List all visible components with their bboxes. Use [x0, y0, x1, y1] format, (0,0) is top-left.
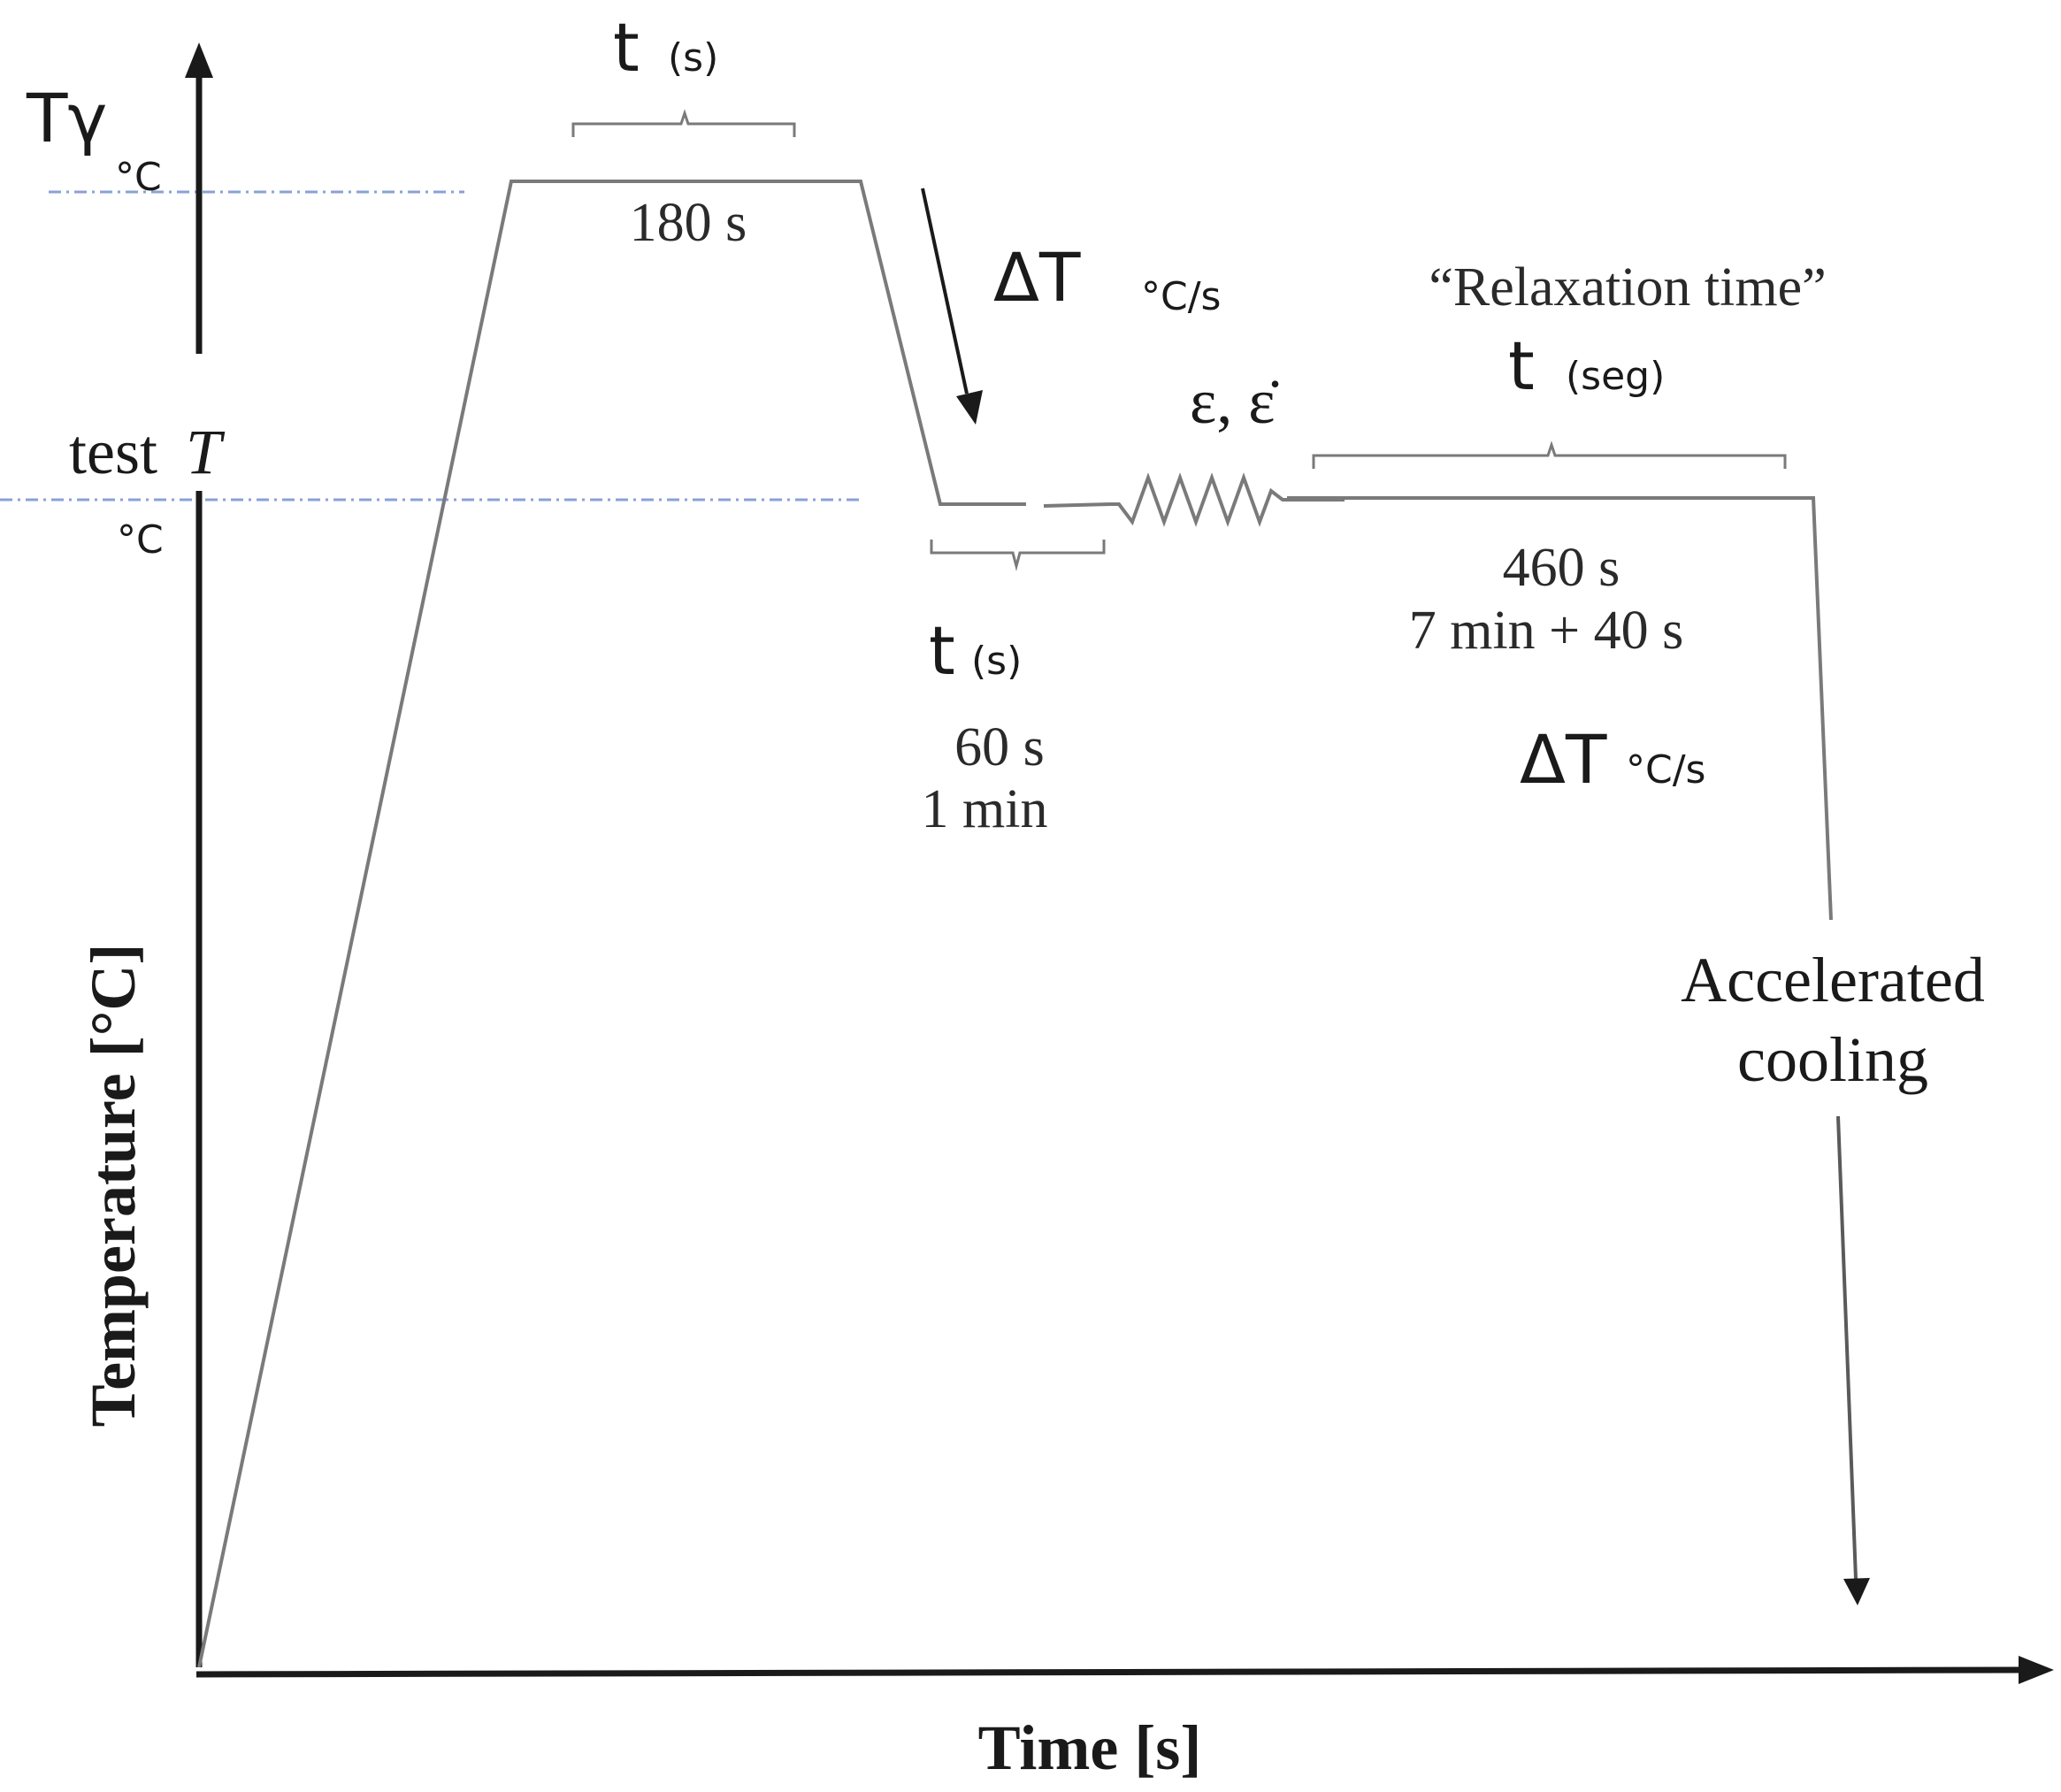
accelerated-cooling-label-line1: Accelerated: [1681, 945, 1985, 1015]
soak-time-brace: [571, 109, 796, 137]
svg-text:t: t: [1508, 326, 1535, 405]
final-cooling-rate-label: ΔT °C/s: [1520, 720, 1705, 799]
strain-rate-label: ε, ε̇: [1190, 366, 1278, 437]
accelerated-cooling-arrow: [1836, 1115, 1870, 1605]
svg-text:°C/s: °C/s: [1141, 274, 1221, 319]
svg-text:°C/s: °C/s: [1626, 747, 1705, 793]
svg-text:t: t: [613, 8, 640, 87]
x-axis-title: Time [s]: [978, 1712, 1202, 1783]
svg-text:ΔT: ΔT: [993, 238, 1081, 317]
hold-time-label: t (s): [929, 611, 1022, 690]
svg-text:°C: °C: [117, 517, 164, 563]
svg-text:(s): (s): [668, 35, 718, 80]
cooling-rate-label: ΔT °C/s: [993, 238, 1221, 319]
x-axis: [195, 1656, 2054, 1684]
relaxation-duration-seconds: 460 s: [1503, 538, 1620, 598]
svg-text:(seg): (seg): [1566, 354, 1665, 399]
accelerated-cooling-label-line2: cooling: [1737, 1024, 1928, 1095]
svg-text:t: t: [929, 611, 955, 690]
relaxation-time-label: t (seg): [1508, 326, 1665, 405]
svg-text:test: test: [69, 417, 157, 487]
svg-text:°C: °C: [115, 155, 162, 200]
thermal-cycle-profile: [197, 180, 1833, 1668]
y-axis: [185, 42, 213, 1667]
hold-duration-minutes: 1 min: [922, 779, 1048, 839]
hold-time-brace: [930, 540, 1106, 571]
svg-text:T: T: [186, 417, 226, 487]
cooling-rate-arrow: [921, 188, 983, 425]
austenitizing-temperature-label: Tγ °C: [26, 79, 162, 200]
soak-time-label: t (s): [613, 8, 718, 87]
test-temperature-label: test T °C: [69, 417, 226, 563]
svg-text:(s): (s): [971, 639, 1022, 684]
hold-duration-seconds: 60 s: [954, 717, 1045, 777]
relaxation-duration-minutes: 7 min + 40 s: [1409, 601, 1684, 661]
svg-text:Tγ: Tγ: [26, 79, 107, 157]
soak-duration: 180 s: [630, 193, 747, 253]
y-axis-title: Temperature [°C]: [78, 944, 149, 1428]
relaxation-time-title: “Relaxation time”: [1429, 257, 1826, 318]
relaxation-time-brace: [1312, 440, 1787, 469]
svg-text:ΔT: ΔT: [1520, 720, 1607, 799]
